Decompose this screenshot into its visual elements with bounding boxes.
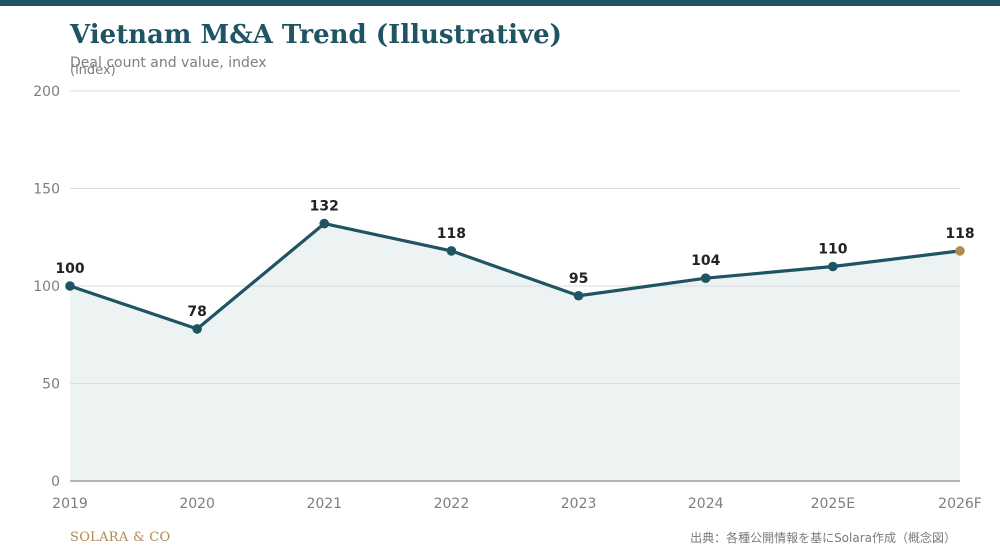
data-point (192, 324, 202, 334)
x-tick-label: 2023 (561, 496, 597, 512)
y-tick-label: 200 (33, 84, 60, 100)
x-tick-label: 2021 (306, 496, 342, 512)
x-tick-label: 2020 (179, 496, 215, 512)
x-tick-label: 2024 (688, 496, 724, 512)
top-accent-bar (0, 0, 1000, 6)
series-line (68, 222, 962, 331)
data-label: 78 (187, 304, 206, 320)
area-fill (70, 223, 960, 481)
y-tick-label: 0 (51, 474, 60, 490)
data-label: 104 (691, 253, 720, 269)
y-axis-unit-label: (index) (70, 63, 116, 78)
data-label: 118 (945, 226, 974, 242)
data-point (446, 246, 457, 256)
y-tick-label: 50 (42, 377, 60, 393)
data-point (319, 218, 330, 229)
data-label: 110 (818, 242, 847, 258)
data-point (65, 281, 75, 291)
data-point (573, 290, 584, 301)
highlight-data-point (955, 246, 965, 256)
x-tick-label: 2019 (52, 496, 88, 512)
source-note: 出典：各種公開情報を基にSolara作成（概念図） (690, 531, 956, 545)
y-tick-label: 100 (33, 279, 60, 295)
chart-title: Vietnam M&A Trend (Illustrative) (70, 20, 562, 50)
brand-name: SOLARA & CO (70, 530, 171, 545)
x-tick-label: 2026F (938, 496, 982, 512)
data-label: 100 (55, 261, 84, 277)
data-label: 95 (569, 271, 588, 287)
chart-subtitle: Deal count and value, index (70, 55, 267, 71)
data-label: 118 (437, 226, 466, 242)
x-tick-label: 2022 (434, 496, 470, 512)
data-point (828, 261, 838, 272)
data-point (700, 273, 711, 284)
data-label: 132 (310, 199, 339, 215)
y-tick-label: 150 (33, 182, 60, 198)
x-tick-label: 2025E (811, 496, 855, 512)
